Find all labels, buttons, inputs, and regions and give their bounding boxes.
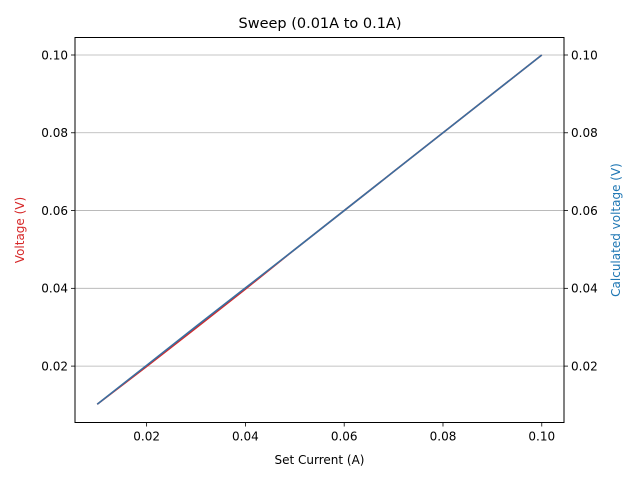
x-tick-label-2: 0.06: [331, 430, 358, 444]
series-line-right: [96, 54, 543, 405]
y-tick-label-left-0: 0.02: [41, 359, 68, 373]
x-tick-label-1: 0.04: [232, 430, 259, 444]
y-axis-label-left: Voltage (V): [13, 197, 27, 263]
x-axis-label: Set Current (A): [275, 453, 365, 467]
y-tick-label-right-1: 0.04: [571, 282, 598, 296]
chart-title: Sweep (0.01A to 0.1A): [239, 16, 402, 32]
y-axis-ticks-left: 0.02 0.04 0.06 0.08 0.10: [41, 48, 75, 373]
y-axis-ticks-right: 0.02 0.04 0.06 0.08 0.10: [564, 48, 598, 373]
x-tick-label-3: 0.08: [430, 430, 457, 444]
y-axis-label-right: Calculated voltage (V): [609, 163, 623, 297]
x-tick-label-4: 0.10: [528, 430, 555, 444]
y-tick-label-right-4: 0.10: [571, 48, 598, 62]
y-tick-label-left-1: 0.04: [41, 282, 68, 296]
x-axis-ticks: 0.02 0.04 0.06 0.08 0.10: [133, 422, 555, 444]
y-tick-label-right-3: 0.08: [571, 126, 598, 140]
y-tick-label-right-2: 0.06: [571, 204, 598, 218]
y-tick-label-left-2: 0.06: [41, 204, 68, 218]
y-tick-label-left-3: 0.08: [41, 126, 68, 140]
y-tick-label-left-4: 0.10: [41, 48, 68, 62]
plot-frame: [74, 37, 565, 423]
gridlines: [75, 54, 564, 367]
y-tick-label-right-0: 0.02: [571, 359, 598, 373]
series-lines: [96, 54, 543, 405]
x-tick-label-0: 0.02: [133, 430, 160, 444]
